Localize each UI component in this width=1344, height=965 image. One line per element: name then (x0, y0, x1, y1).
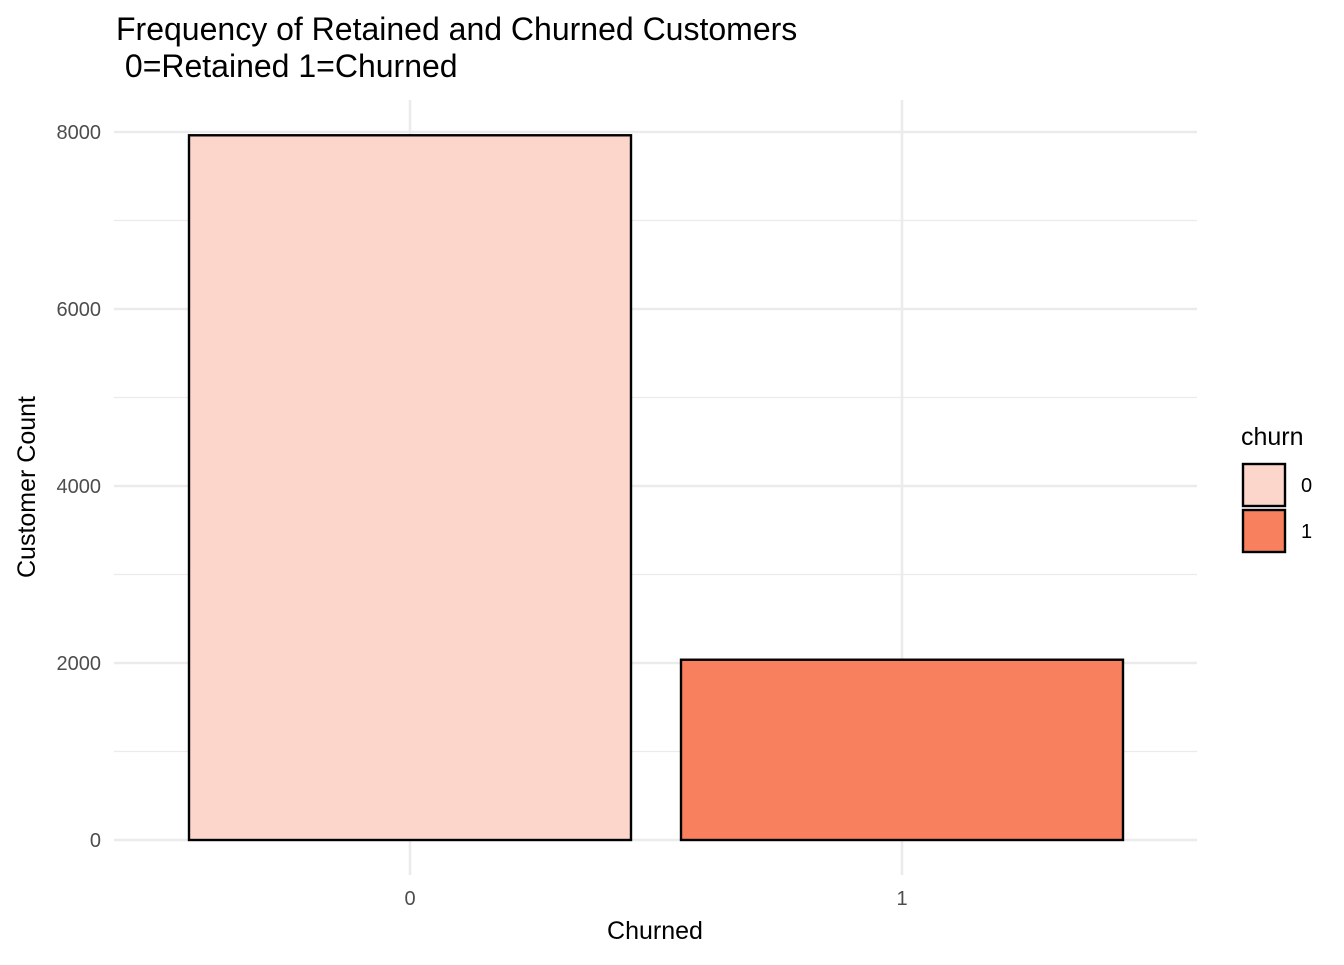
y-tick-label: 8000 (57, 122, 102, 144)
x-tick-label: 1 (896, 888, 907, 910)
y-axis-title: Customer Count (13, 396, 41, 578)
bars (187, 134, 1125, 842)
chart-subtitle: 0=Retained 1=Churned (116, 48, 458, 84)
legend-label: 0 (1301, 475, 1312, 497)
x-axis-title: Churned (607, 917, 703, 945)
bar-1 (679, 658, 1125, 842)
legend-title: churn (1241, 423, 1304, 451)
legend-label: 1 (1301, 521, 1312, 543)
y-tick-label: 2000 (57, 653, 102, 675)
y-tick-label: 6000 (57, 299, 102, 321)
y-tick-label: 0 (90, 830, 101, 852)
y-tick-label: 4000 (57, 476, 102, 498)
legend-key-1 (1241, 508, 1287, 554)
y-axis-ticks: 0 2000 4000 6000 8000 (57, 122, 102, 852)
x-tick-label: 0 (404, 888, 415, 910)
chart-title: Frequency of Retained and Churned Custom… (116, 11, 797, 47)
bar-0 (187, 134, 633, 842)
legend-key-0 (1241, 462, 1287, 508)
legend: churn 0 1 (1241, 423, 1312, 554)
